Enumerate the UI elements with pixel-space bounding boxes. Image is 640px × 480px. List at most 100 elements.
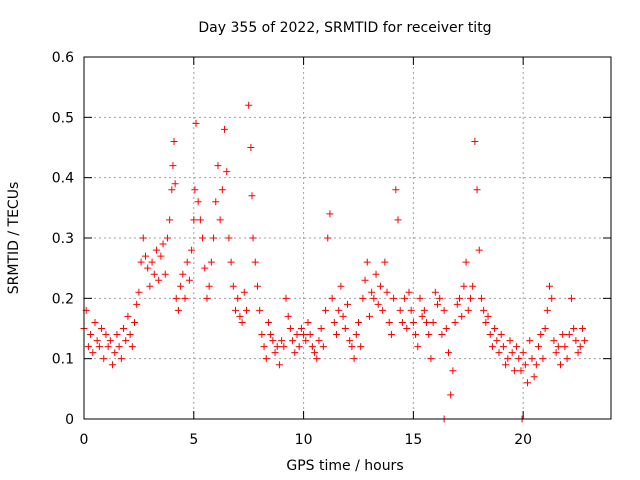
data-point xyxy=(499,343,507,351)
data-point xyxy=(106,337,114,345)
data-point xyxy=(488,343,496,351)
data-point xyxy=(464,306,472,314)
data-point xyxy=(561,343,569,351)
data-point xyxy=(144,264,152,272)
data-point xyxy=(117,355,125,363)
data-point xyxy=(414,343,422,351)
y-tick-label: 0.4 xyxy=(52,171,74,187)
data-point xyxy=(537,331,545,339)
data-point xyxy=(493,337,501,345)
data-point xyxy=(339,312,347,320)
data-point xyxy=(394,216,402,224)
y-tick-label: 0.2 xyxy=(52,291,74,307)
data-point xyxy=(322,306,330,314)
data-point xyxy=(249,234,257,242)
data-point xyxy=(174,306,182,314)
data-point xyxy=(576,343,584,351)
data-point xyxy=(548,294,556,302)
data-point xyxy=(115,343,123,351)
data-point xyxy=(137,258,145,266)
data-point xyxy=(451,318,459,326)
data-point xyxy=(372,270,380,278)
data-point xyxy=(440,306,448,314)
data-point xyxy=(95,343,103,351)
data-point xyxy=(150,270,158,278)
x-tick-label: 15 xyxy=(404,432,422,448)
data-point xyxy=(251,258,259,266)
data-point xyxy=(502,361,510,369)
data-point xyxy=(212,198,220,206)
data-point xyxy=(567,294,575,302)
data-point xyxy=(100,355,108,363)
data-point xyxy=(242,306,250,314)
data-point xyxy=(111,349,119,357)
data-point xyxy=(348,343,356,351)
data-point xyxy=(379,306,387,314)
data-point xyxy=(196,216,204,224)
data-point xyxy=(289,337,297,345)
data-point xyxy=(401,294,409,302)
data-point xyxy=(89,349,97,357)
data-point xyxy=(445,349,453,357)
data-point xyxy=(554,343,562,351)
data-point xyxy=(262,355,270,363)
data-point xyxy=(172,294,180,302)
data-point xyxy=(141,252,149,260)
data-point xyxy=(152,246,160,254)
data-point xyxy=(271,349,279,357)
data-point xyxy=(205,282,213,290)
data-point xyxy=(221,125,229,133)
data-point xyxy=(91,318,99,326)
data-point xyxy=(469,282,477,290)
data-point xyxy=(280,343,288,351)
x-tick-label: 5 xyxy=(189,432,198,448)
data-point xyxy=(159,240,167,248)
data-point xyxy=(183,258,191,266)
data-point xyxy=(210,234,218,242)
data-point xyxy=(163,234,171,242)
data-point xyxy=(306,331,314,339)
chart-title: Day 355 of 2022, SRMTID for receiver tit… xyxy=(198,20,491,36)
data-point xyxy=(581,337,589,345)
data-point xyxy=(418,312,426,320)
data-point xyxy=(293,331,301,339)
data-point xyxy=(256,306,264,314)
data-point xyxy=(98,325,106,332)
data-point xyxy=(291,349,299,357)
data-point xyxy=(295,343,303,351)
data-point xyxy=(87,331,95,339)
data-point xyxy=(286,325,294,332)
y-tick-label: 0.3 xyxy=(52,231,74,247)
data-point xyxy=(528,355,536,363)
data-point xyxy=(326,210,334,218)
data-point xyxy=(120,325,128,332)
data-point xyxy=(504,355,512,363)
data-point xyxy=(253,282,261,290)
data-point xyxy=(278,337,286,345)
data-point xyxy=(535,343,543,351)
data-point xyxy=(194,198,202,206)
x-tick-label: 0 xyxy=(80,432,89,448)
data-point xyxy=(139,234,147,242)
data-point xyxy=(308,343,316,351)
data-point xyxy=(359,294,367,302)
data-point xyxy=(578,325,586,332)
data-point xyxy=(247,144,255,151)
data-point xyxy=(403,325,411,332)
data-point xyxy=(177,282,185,290)
data-point xyxy=(203,294,211,302)
data-point xyxy=(572,337,580,345)
data-point xyxy=(385,318,393,326)
data-point xyxy=(223,168,231,176)
x-tick-label: 20 xyxy=(514,432,532,448)
data-point xyxy=(275,361,283,369)
data-point xyxy=(337,282,345,290)
data-point xyxy=(574,349,582,357)
data-point xyxy=(374,300,382,308)
data-point xyxy=(570,325,578,332)
data-point xyxy=(559,331,567,339)
data-point xyxy=(532,361,540,369)
data-point xyxy=(497,331,505,339)
data-point xyxy=(199,234,207,242)
